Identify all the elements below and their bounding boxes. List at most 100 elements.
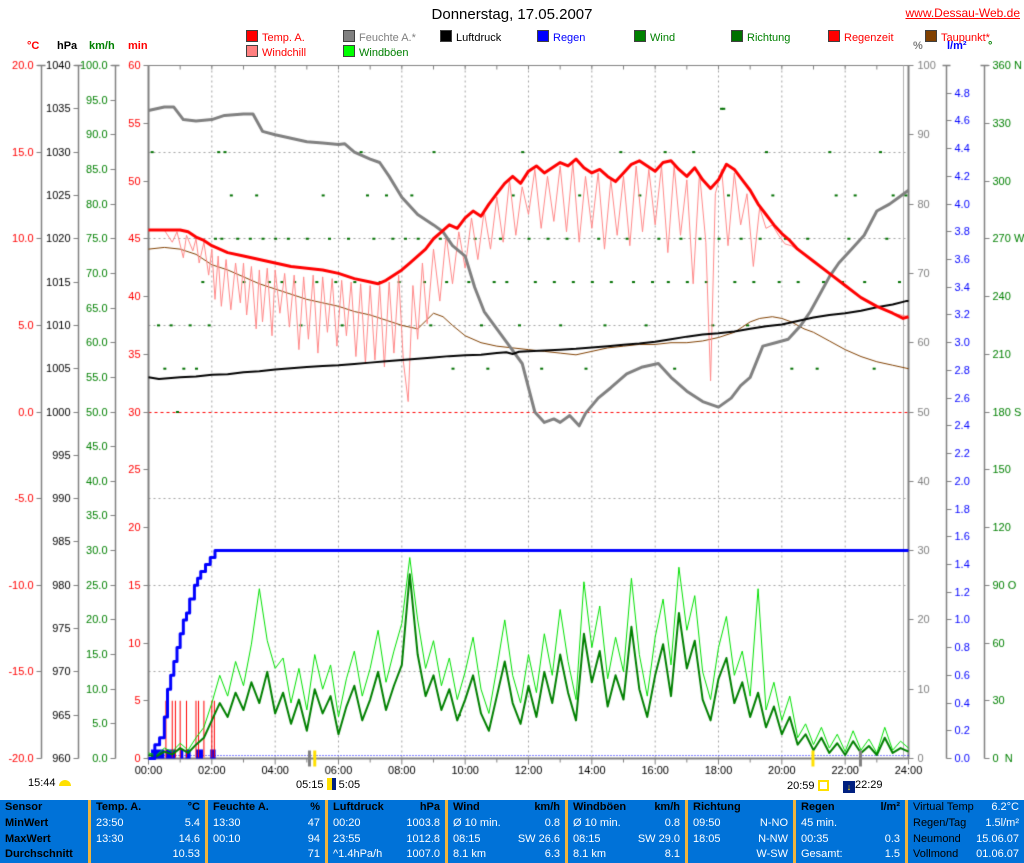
legend-label: Luftdruck <box>456 32 502 44</box>
table-cell: 13:30 <box>96 832 124 845</box>
table-row: 08:15 SW 26.6 <box>448 832 565 848</box>
table-cell: Virtual Temp <box>913 801 974 813</box>
table-row: 45 min. <box>796 816 905 832</box>
table-cell: 8.1 <box>664 848 680 861</box>
legend-item-richtung: Richtung <box>731 30 790 44</box>
table-row: 71 <box>208 847 325 863</box>
table-row: 23:55 1012.8 <box>328 832 445 848</box>
half-sun-icon <box>58 780 71 786</box>
table-cell: 01.06.07 <box>976 848 1019 861</box>
website-link[interactable]: www.Dessau-Web.de <box>905 6 1021 20</box>
weather-chart-canvas <box>0 0 1024 800</box>
legend-label: Windchill <box>262 47 307 59</box>
axis-unit-lm2: l/m² <box>947 40 967 52</box>
axis-unit-percent: % <box>913 40 923 52</box>
table-row: 00:35 0.3 <box>796 832 905 848</box>
table-row: Gesamt: 1.5 <box>796 847 905 863</box>
table-row: 08:15 SW 29.0 <box>568 832 685 848</box>
table-cell: SW 26.6 <box>517 832 560 845</box>
table-row: MaxWert <box>0 832 88 848</box>
table-row: 09:50 N-NO <box>688 816 793 832</box>
table-column-feuchte-a-: Feuchte A.% 13:30 47 00:10 94 71 <box>205 800 325 863</box>
table-row: Regen l/m² <box>796 800 905 816</box>
table-cell: Windböen <box>573 801 627 813</box>
sunrise-annotation: 05:15 5:05 <box>296 778 360 791</box>
table-cell: 1012.8 <box>406 832 440 845</box>
table-cell: °C <box>187 801 200 813</box>
table-row: MinWert <box>0 816 88 832</box>
moonrise-time-label: 15:44 <box>28 777 56 789</box>
table-cell: 45 min. <box>801 816 838 829</box>
table-cell: N-NO <box>759 816 788 829</box>
legend-swatch-icon <box>925 30 937 42</box>
table-row-label: MaxWert <box>5 832 51 845</box>
table-cell: 08:15 <box>573 832 601 845</box>
table-row: Regen/Tag 1.5l/m² <box>908 816 1024 832</box>
moon-icon: ↓ <box>843 781 855 793</box>
table-row: 23:50 5.4 <box>91 816 205 832</box>
legend-item-windböen: Windböen <box>343 45 409 59</box>
table-column-sensor: Sensor MinWert MaxWert Durchschnitt <box>0 800 88 863</box>
sunset-annotation: 20:59 <box>787 780 829 792</box>
table-cell: 0.8 <box>664 816 680 829</box>
table-cell: 1003.8 <box>406 816 440 829</box>
table-cell: 14.6 <box>178 832 200 845</box>
table-cell: % <box>310 801 320 813</box>
legend-label: Regenzeit <box>844 32 894 44</box>
table-cell: SW 29.0 <box>637 832 680 845</box>
table-cell: Ø 10 min. <box>573 816 621 829</box>
table-row: 18:05 N-NW <box>688 832 793 848</box>
table-column-richtung: Richtung 09:50 N-NO 18:05 N-NW W-SW <box>685 800 793 863</box>
table-cell: 00:10 <box>213 832 241 845</box>
legend-label: Temp. A. <box>262 32 305 44</box>
legend-swatch-icon <box>828 30 840 42</box>
table-cell: 0.8 <box>544 816 560 829</box>
table-cell: 00:20 <box>333 816 361 829</box>
table-cell: Vollmond <box>913 848 959 861</box>
table-row: Durchschnitt <box>0 847 88 863</box>
moonset-annotation: ↓ 22:29 <box>843 779 883 793</box>
legend-label: Regen <box>553 32 586 44</box>
table-cell: 23:55 <box>333 832 361 845</box>
table-row: Richtung <box>688 800 793 816</box>
table-column-luftdruck: Luftdruck hPa 00:20 1003.8 23:55 1012.8 ^1.4hP… <box>325 800 445 863</box>
axis-unit-celsius: °C <box>27 40 40 52</box>
table-cell: 1007.0 <box>406 848 440 861</box>
legend-item-windchill: Windchill <box>246 45 307 59</box>
legend-item-regenzeit: Regenzeit <box>828 30 894 44</box>
sunrise-time-label: 05:15 <box>296 779 324 791</box>
table-cell: 13:30 <box>213 816 241 829</box>
table-row: 8.1 km 8.1 <box>568 847 685 863</box>
table-cell: 71 <box>307 848 320 861</box>
axis-unit-kmh: km/h <box>89 40 115 52</box>
moonset-time-label: 22:29 <box>855 779 883 791</box>
table-cell: 10.53 <box>172 848 200 861</box>
legend-swatch-icon <box>246 45 258 57</box>
table-cell: 6.2°C <box>991 801 1019 813</box>
stats-table: Sensor MinWert MaxWert Durchschnitt Temp. A.… <box>0 800 1024 863</box>
table-cell: 5.4 <box>184 816 200 829</box>
table-row: 13:30 14.6 <box>91 832 205 848</box>
table-cell: 8.1 km <box>573 848 607 861</box>
table-cell: Ø 10 min. <box>453 816 501 829</box>
table-cell: 0.3 <box>884 832 900 845</box>
legend-swatch-icon <box>537 30 549 42</box>
table-row: Feuchte A.% <box>208 800 325 816</box>
sunset-icon <box>817 780 829 791</box>
legend-item-wind: Wind <box>634 30 675 44</box>
table-cell: Feuchte A. <box>213 801 269 813</box>
table-cell: 1.5l/m² <box>985 816 1019 829</box>
table-row: Temp. A. °C <box>91 800 205 816</box>
table-cell: Neumond <box>913 832 961 845</box>
table-cell: 94 <box>307 832 320 845</box>
table-column-wind: Wind km/h Ø 10 min. 0.8 08:15 SW 26.6 8.1 km 6.… <box>445 800 565 863</box>
legend-swatch-icon <box>440 30 452 42</box>
table-row: Windböen km/h <box>568 800 685 816</box>
table-cell: Regen/Tag <box>913 816 967 829</box>
sunrise-time2-label: 5:05 <box>338 779 361 791</box>
table-cell: 6.3 <box>544 848 560 861</box>
legend-swatch-icon <box>246 30 258 42</box>
legend-item-feuchte-a-: Feuchte A.* <box>343 30 416 44</box>
table-row: Luftdruck hPa <box>328 800 445 816</box>
